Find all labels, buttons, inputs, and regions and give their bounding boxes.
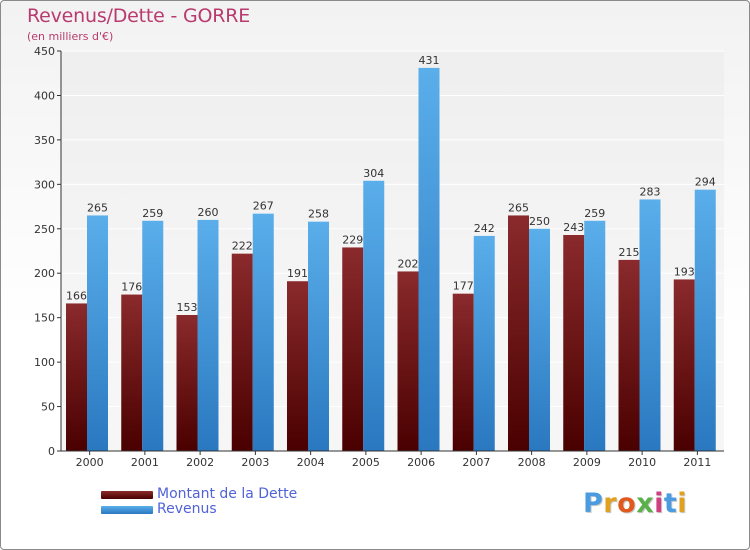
data-label-revenue: 250 — [529, 215, 550, 228]
y-tick-label: 350 — [34, 134, 55, 147]
bar-revenue — [694, 189, 716, 451]
data-label-revenue: 294 — [695, 176, 716, 189]
bar-revenue — [363, 180, 385, 451]
legend-item-debt: Montant de la Dette — [101, 487, 297, 502]
x-tick-label: 2005 — [352, 456, 380, 469]
bar-debt — [508, 215, 529, 451]
y-tick-label: 0 — [48, 445, 55, 458]
data-label-debt: 265 — [508, 201, 529, 214]
data-label-debt: 176 — [121, 281, 142, 294]
x-tick-label: 2003 — [241, 456, 269, 469]
y-tick-label: 100 — [34, 356, 55, 369]
x-tick-label: 2006 — [407, 456, 435, 469]
y-tick-label: 250 — [34, 223, 55, 236]
y-tick-label: 50 — [41, 401, 55, 414]
bar-revenue — [87, 215, 108, 451]
data-label-debt: 202 — [398, 257, 419, 270]
bars-layer — [66, 67, 716, 451]
x-tick-label: 2007 — [462, 456, 490, 469]
bar-debt — [176, 315, 198, 451]
data-label-debt: 191 — [287, 267, 308, 280]
bar-debt — [342, 247, 364, 451]
logo-letter: r — [603, 488, 618, 519]
legend: Montant de la Dette Revenus — [101, 487, 297, 517]
data-label-revenue: 431 — [419, 54, 440, 67]
bar-debt — [563, 235, 585, 451]
legend-label-revenue: Revenus — [157, 501, 217, 517]
data-label-debt: 229 — [342, 233, 363, 246]
x-tick-label: 2000 — [76, 456, 104, 469]
data-label-revenue: 304 — [363, 167, 384, 180]
bar-debt — [287, 281, 308, 451]
data-label-debt: 153 — [177, 301, 198, 314]
logo-letter: i — [654, 488, 664, 519]
data-label-revenue: 242 — [474, 222, 495, 235]
bar-debt — [452, 293, 474, 451]
bar-revenue — [418, 67, 440, 451]
data-label-debt: 193 — [674, 265, 695, 278]
chart-subtitle: (en milliers d'€) — [27, 30, 114, 43]
bar-debt — [121, 294, 143, 451]
data-label-debt: 243 — [563, 221, 584, 234]
legend-swatch-revenue — [101, 505, 153, 514]
data-label-revenue: 260 — [198, 206, 219, 219]
bar-debt — [673, 279, 695, 451]
data-label-revenue: 259 — [142, 207, 163, 220]
bar-revenue — [639, 199, 661, 451]
bar-revenue — [584, 220, 606, 451]
data-label-debt: 222 — [232, 240, 253, 253]
bar-debt — [66, 303, 87, 451]
bar-revenue — [142, 220, 164, 451]
y-tick-label: 300 — [34, 178, 55, 191]
bar-revenue — [197, 219, 219, 451]
data-label-revenue: 259 — [584, 207, 605, 220]
grid-layer — [61, 50, 724, 451]
bar-debt — [618, 259, 640, 451]
logo-letter: t — [663, 488, 678, 519]
y-tick-label: 200 — [34, 267, 55, 280]
logo-letter: i — [677, 488, 688, 519]
logo-letter: x — [636, 488, 655, 519]
data-label-debt: 215 — [619, 246, 640, 259]
y-tick-label: 450 — [34, 45, 55, 58]
legend-swatch-debt — [101, 490, 153, 499]
bar-revenue — [308, 221, 329, 451]
logo-letter: o — [617, 488, 637, 519]
bar-revenue — [473, 235, 495, 451]
bar-revenue — [529, 228, 550, 451]
bar-debt — [397, 271, 419, 451]
data-label-revenue: 265 — [87, 201, 108, 214]
axis-layer: 0 50 100 150 200 250 300 350 400 450 2000 2001 2002 2… — [34, 45, 724, 469]
data-label-debt: 177 — [453, 280, 474, 293]
bar-debt — [231, 253, 253, 451]
data-label-revenue: 283 — [640, 185, 661, 198]
x-tick-label: 2001 — [131, 456, 159, 469]
x-tick-label: 2009 — [573, 456, 601, 469]
y-tick-label: 150 — [34, 312, 55, 325]
legend-label-debt: Montant de la Dette — [157, 486, 298, 502]
bar-revenue — [252, 213, 274, 451]
y-tick-label: 400 — [34, 89, 55, 102]
x-tick-label: 2008 — [518, 456, 546, 469]
data-label-revenue: 258 — [308, 208, 329, 221]
plot-background — [61, 51, 724, 451]
legend-item-revenue: Revenus — [101, 502, 297, 517]
x-tick-label: 2011 — [683, 456, 711, 469]
data-label-debt: 166 — [66, 289, 87, 302]
proxiti-logo: Proxiti — [583, 488, 687, 519]
x-tick-label: 2002 — [186, 456, 214, 469]
x-tick-label: 2004 — [297, 456, 325, 469]
logo-letter: P — [583, 488, 604, 519]
data-label-revenue: 267 — [253, 200, 274, 213]
chart-title: Revenus/Dette - GORRE — [27, 5, 251, 27]
labels-layer: 166 265 176 259 153 260 222 267 191 258 229 304 202 4… — [66, 54, 716, 314]
x-tick-label: 2010 — [628, 456, 656, 469]
